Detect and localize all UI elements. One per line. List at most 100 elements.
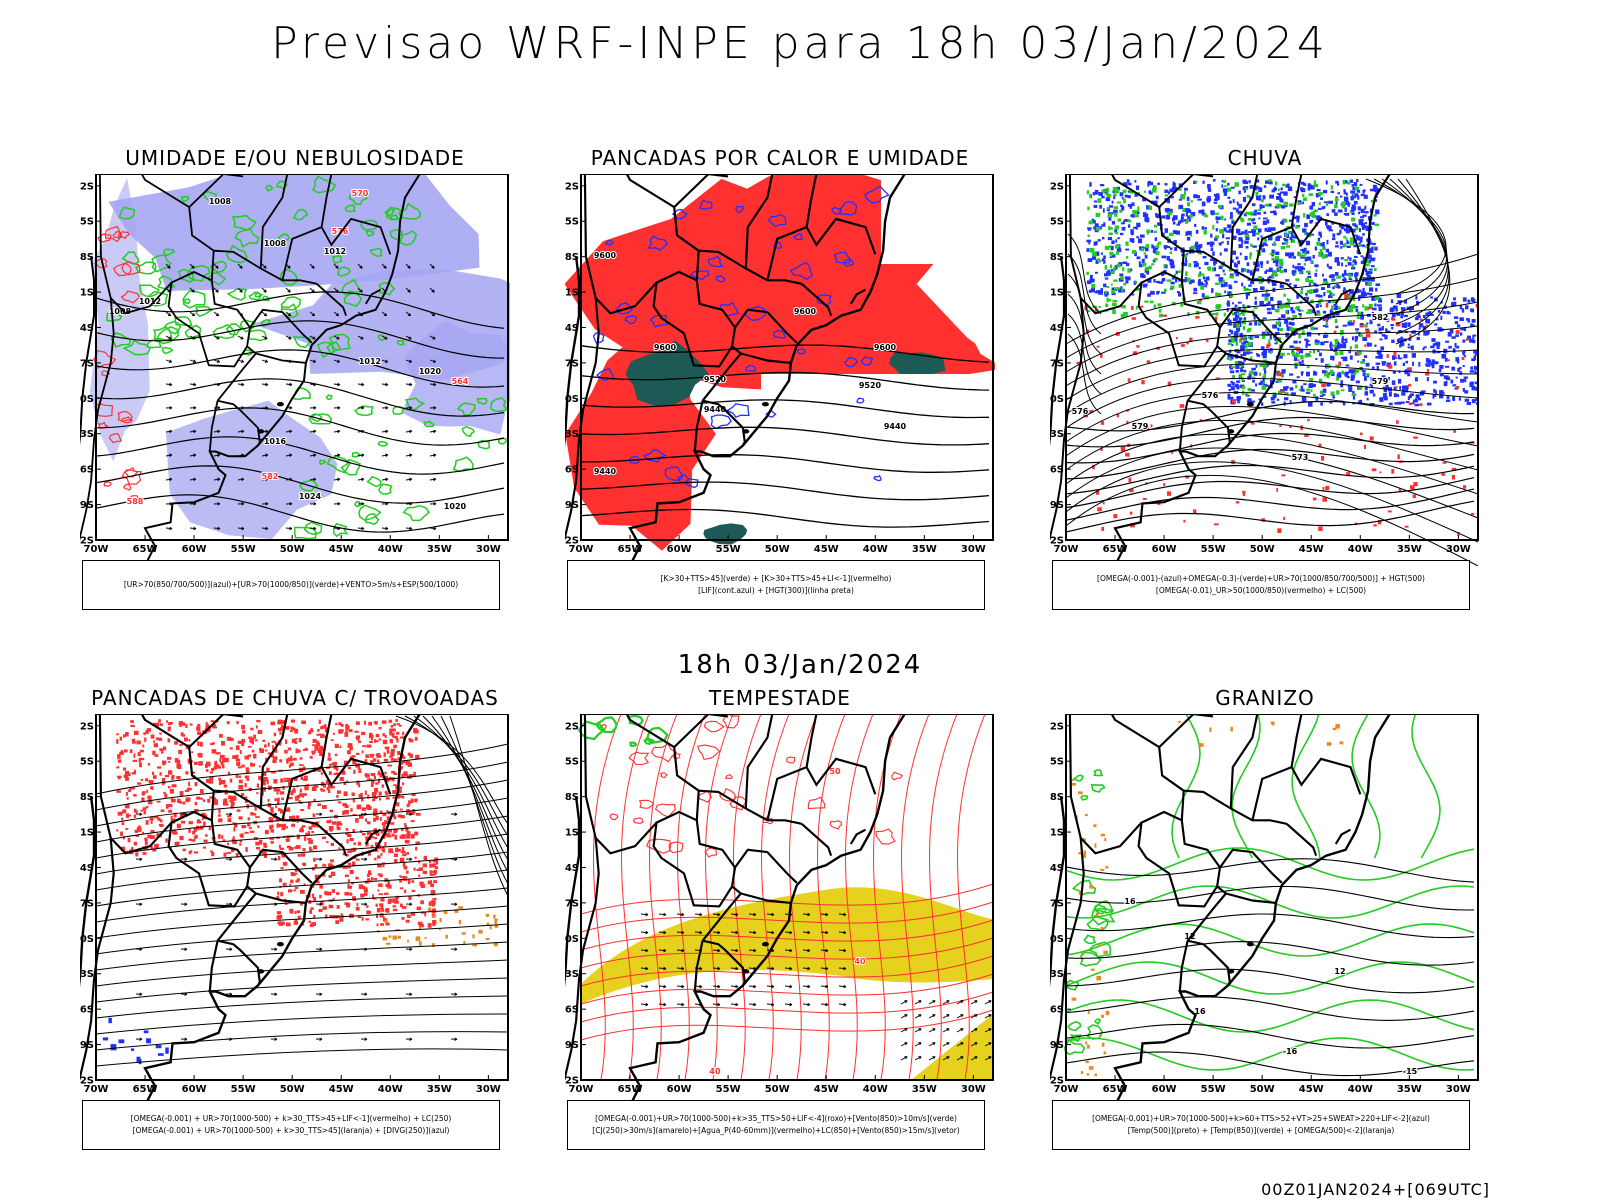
speckle-dot	[360, 893, 365, 898]
speckle-dot	[1320, 358, 1324, 363]
contour-label: 573	[1292, 453, 1309, 462]
speckle-dot	[1156, 291, 1159, 295]
speckle-dot	[278, 808, 281, 812]
speckle-dot	[1300, 371, 1304, 374]
map-frame	[1065, 714, 1479, 1081]
wind-arrow	[165, 359, 172, 363]
wind-arrow	[333, 359, 340, 363]
speckle-dot	[1265, 328, 1268, 332]
wind-arrow	[676, 1003, 685, 1006]
contour-loop	[786, 756, 796, 764]
speckle-dot	[263, 853, 267, 858]
arrow-head	[364, 992, 368, 996]
speckle-dot	[1121, 206, 1125, 211]
speckle-dot	[376, 754, 382, 758]
speckle-dot	[1336, 345, 1341, 349]
speckle-dot	[366, 804, 371, 810]
speckle-dot	[1087, 206, 1090, 211]
speckle-dot	[1266, 344, 1270, 349]
speckle-dot	[1151, 244, 1154, 249]
streamline	[95, 959, 509, 987]
arrow-head	[311, 289, 315, 293]
speckle-dot	[1326, 290, 1332, 294]
panel-pancadas-trovoadas: PANCADAS DE CHUVA C/ TROVOADAS 12S15S18S…	[80, 686, 510, 1166]
speckle-dot	[1464, 398, 1470, 402]
speckle-dot	[236, 761, 241, 766]
speckle-dot	[1290, 392, 1293, 396]
speckle-dot	[1417, 398, 1422, 401]
speckle-dot	[319, 894, 322, 899]
arrow-head	[385, 406, 389, 410]
border-line	[800, 822, 833, 857]
speckle-dot	[1378, 306, 1382, 312]
speckle-dot	[1193, 180, 1197, 184]
speckle-dot	[1280, 221, 1282, 224]
speckle-dot	[1459, 317, 1464, 321]
arrow-head	[433, 502, 437, 506]
speckle-dot	[1318, 443, 1322, 448]
speckle-dot	[1195, 180, 1198, 184]
speckle-dot	[1230, 386, 1235, 391]
speckle-dot	[1306, 371, 1310, 377]
border-line	[1286, 283, 1318, 317]
speckle-dot	[1232, 250, 1237, 255]
contour-label: 570	[352, 189, 369, 198]
speckle-dot	[391, 728, 396, 732]
speckle-dot	[397, 848, 401, 852]
speckle-dot	[329, 809, 334, 813]
lon-label: 40W	[378, 544, 403, 555]
coastline-borders	[80, 714, 422, 1106]
speckle-dot	[1249, 270, 1253, 273]
speckle-dot	[1349, 239, 1353, 243]
speckle-dot	[1366, 397, 1369, 401]
speckle-dot	[493, 914, 496, 919]
lon-label: 70W	[1054, 544, 1079, 555]
speckle-dot	[461, 932, 466, 935]
speckle-dot	[378, 883, 383, 887]
contour-loop	[722, 714, 740, 729]
streamline	[873, 714, 902, 1081]
speckle-dot	[1306, 388, 1310, 392]
isoline	[1065, 847, 1475, 881]
speckle-dot	[1247, 278, 1250, 281]
speckle-dot	[1109, 251, 1114, 256]
speckle-dot	[316, 740, 319, 746]
speckle-dot	[1190, 200, 1193, 203]
border-line	[217, 399, 261, 446]
speckle-dot	[136, 740, 141, 745]
wind-arrow	[694, 931, 703, 934]
speckle-dot	[1226, 308, 1229, 312]
speckle-dot	[1233, 280, 1238, 283]
speckle-dot	[1295, 225, 1299, 229]
speckle-dot	[1358, 385, 1363, 389]
speckle-dot	[1279, 389, 1284, 392]
speckle-dot	[1226, 240, 1229, 245]
map-frame	[580, 174, 994, 541]
contour-loop	[377, 334, 386, 341]
streamline	[95, 923, 509, 955]
wind-arrow	[285, 335, 292, 340]
speckle-dot	[235, 758, 241, 762]
arrow-head	[168, 336, 172, 340]
speckle-dot	[227, 815, 232, 818]
speckle-dot	[1354, 272, 1359, 276]
speckle-dot	[1227, 291, 1232, 296]
speckle-dot	[371, 779, 375, 784]
speckle-dot	[1086, 1073, 1090, 1076]
speckle-dot	[250, 762, 253, 767]
speckle-dot	[1386, 317, 1390, 322]
speckle-dot	[1301, 371, 1304, 376]
speckle-dot	[142, 744, 145, 748]
speckle-dot	[1217, 205, 1223, 209]
speckle-dot	[146, 728, 152, 732]
speckle-dot	[1371, 277, 1375, 282]
speckle-dot	[1264, 384, 1269, 387]
speckle-dot	[1214, 523, 1219, 526]
speckle-dot	[1187, 202, 1190, 207]
lat-label: 24S	[1050, 323, 1064, 334]
speckle-dot	[1391, 339, 1395, 343]
speckle-dot	[381, 908, 385, 912]
arrow-head	[789, 930, 793, 935]
speckle-dot	[356, 903, 359, 907]
speckle-dot	[1300, 328, 1305, 331]
